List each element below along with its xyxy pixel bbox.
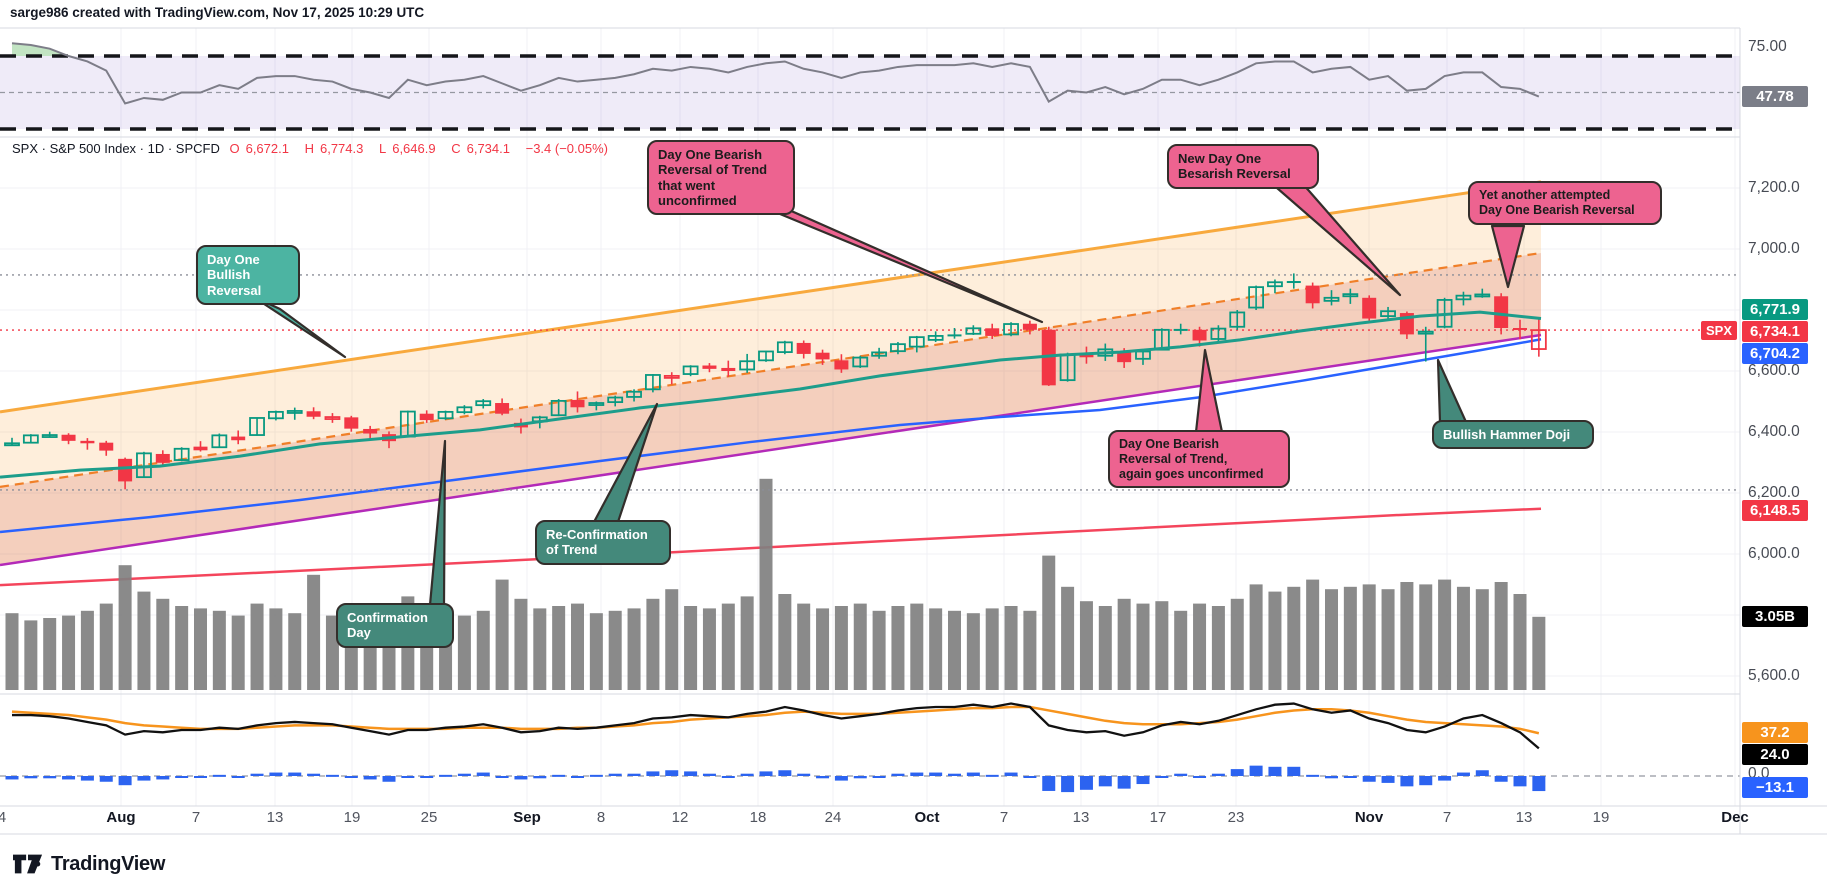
price-badge: 6,704.2: [1742, 343, 1808, 364]
callout-day-one-bullish-reversal[interactable]: Day One Bullish Reversal: [196, 245, 300, 305]
axis-time-label: Nov: [1354, 809, 1384, 826]
axis-time-label: Dec: [1721, 809, 1749, 826]
axis-price-label: 6,200.0: [1748, 484, 1800, 501]
callout-bullish-hammer-doji[interactable]: Bullish Hammer Doji: [1432, 420, 1594, 450]
axis-price-label: 6,400.0: [1748, 423, 1800, 440]
price-badge: 6,148.5: [1742, 500, 1808, 521]
axis-time-label: 19: [1592, 809, 1610, 826]
axis-time-label: Oct: [914, 809, 940, 826]
tradingview-logo[interactable]: TradingView: [13, 853, 165, 876]
axis-time-label: Aug: [106, 809, 136, 826]
price-badge: 47.78: [1742, 86, 1808, 107]
axis-time-label: 13: [1515, 809, 1533, 826]
axis-price-label: 6,000.0: [1748, 545, 1800, 562]
axis-time-label: 24: [824, 809, 842, 826]
close-value: C 6,734.1: [451, 141, 510, 156]
attribution-title: sarge986 created with TradingView.com, N…: [10, 5, 425, 20]
tradingview-logo-text: TradingView: [51, 853, 166, 875]
callout-new-day-one-bearish[interactable]: New Day One Besarish Reversal: [1167, 144, 1319, 189]
callout-confirmation-day[interactable]: Confirmation Day: [336, 603, 454, 648]
axis-time-label: 7: [1442, 809, 1452, 826]
price-badge: 3.05B: [1742, 606, 1808, 627]
axis-time-label: 7: [999, 809, 1009, 826]
callout-yet-another-bearish[interactable]: Yet another attempted Day One Bearish Re…: [1468, 181, 1662, 225]
rsi-upper-level-label: 75.00: [1748, 38, 1787, 55]
axis-time-label: 13: [266, 809, 284, 826]
open-value: O 6,672.1: [229, 141, 289, 156]
symbol-description[interactable]: SPX · S&P 500 Index · 1D · SPCFD: [12, 141, 220, 156]
axis-time-label: Sep: [513, 809, 541, 826]
axis-time-label: 18: [749, 809, 767, 826]
axis-time-label: 23: [1227, 809, 1245, 826]
axis-time-label: 19: [343, 809, 361, 826]
axis-price-label: 6,600.0: [1748, 362, 1800, 379]
axis-price-label: 5,600.0: [1748, 667, 1800, 684]
callout-bearish-again-unconfirmed[interactable]: Day One Bearish Reversal of Trend, again…: [1108, 430, 1290, 489]
tradingview-logo-icon: [13, 854, 43, 874]
high-value: H 6,774.3: [304, 141, 364, 156]
change-value: −3.4 (−0.05%): [525, 141, 608, 156]
price-badge: −13.1: [1742, 777, 1808, 798]
axis-time-label: 17: [1149, 809, 1167, 826]
spx-price-line-tag: SPX: [1701, 321, 1737, 340]
price-badge: 6,771.9: [1742, 299, 1808, 320]
axis-time-label: 25: [420, 809, 438, 826]
axis-time-label: 4: [0, 809, 7, 826]
axis-price-label: 7,000.0: [1748, 240, 1800, 257]
callout-re-confirmation-of-trend[interactable]: Re-Confirmation of Trend: [535, 520, 671, 565]
symbol-legend[interactable]: SPX · S&P 500 Index · 1D · SPCFD O 6,672.…: [12, 141, 614, 156]
price-badge: 6,734.1: [1742, 321, 1808, 342]
axis-time-label: 12: [671, 809, 689, 826]
axis-time-label: 7: [191, 809, 201, 826]
axis-price-label: 7,200.0: [1748, 179, 1800, 196]
axis-time-label: 8: [596, 809, 606, 826]
price-badge: 24.0: [1742, 744, 1808, 765]
axis-time-label: 13: [1072, 809, 1090, 826]
price-badge: 37.2: [1742, 722, 1808, 743]
low-value: L 6,646.9: [378, 141, 436, 156]
callout-bearish-reversal-unconfirmed[interactable]: Day One Bearish Reversal of Trend that w…: [647, 140, 795, 216]
